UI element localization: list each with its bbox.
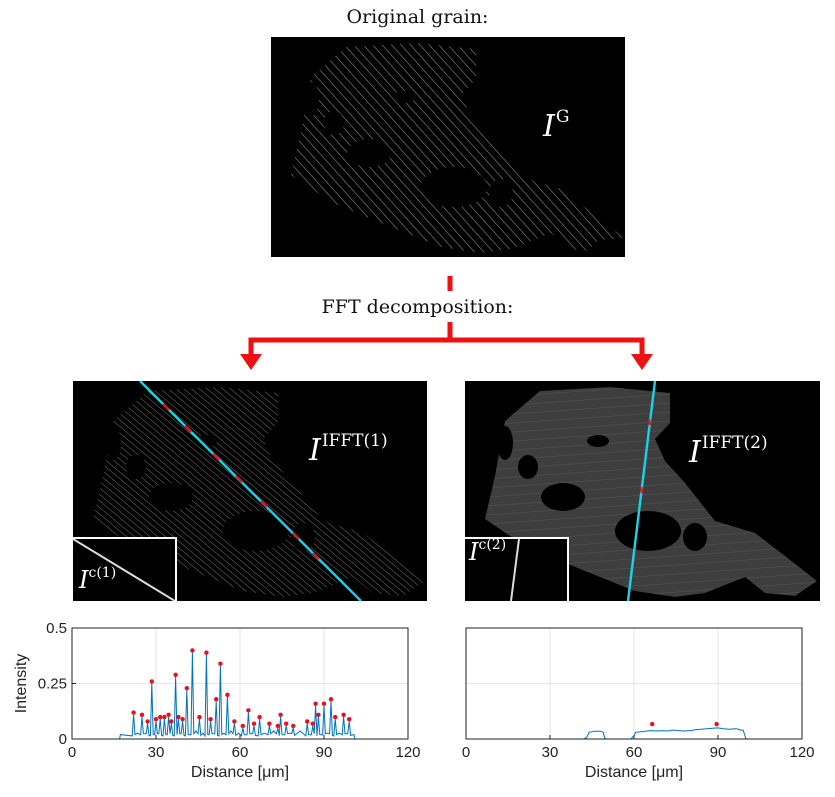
- axes-frame: [71, 627, 409, 740]
- arrow-right-head: [631, 354, 653, 370]
- peak-marker: [341, 712, 346, 717]
- x-axis-label: Distance [μm]: [191, 764, 289, 781]
- x-tick-label: 120: [395, 744, 420, 761]
- ifft1-image-label: IIFFT(1): [309, 431, 388, 468]
- peak-marker: [316, 712, 321, 717]
- decomposition-arrows: [240, 276, 653, 370]
- peak-marker: [225, 692, 230, 698]
- peak-marker: [246, 708, 251, 713]
- x-tick-label: 60: [232, 744, 249, 761]
- peak-marker: [333, 714, 338, 720]
- peak-marker: [305, 719, 310, 724]
- intensity-profile-chart-2: 0 30 60 90 120 Distance [μm]: [462, 627, 815, 781]
- peak-marker: [267, 721, 272, 726]
- c2-inset: Ic(2): [465, 537, 569, 601]
- peak-marker: [204, 650, 209, 655]
- original-grain-title: Original grain:: [346, 6, 489, 28]
- peak-marker: [162, 714, 167, 720]
- peak-marker: [180, 717, 185, 722]
- x-tick-label: 120: [789, 744, 814, 761]
- intensity-profile-chart-1: 0 30 60 90 120 0 0.25 0.5 Distance [μm] Intensity: [13, 620, 421, 781]
- peak-marker: [139, 712, 145, 717]
- peak-marker: [650, 721, 655, 727]
- peak-marker: [321, 701, 327, 706]
- peak-marker: [153, 717, 159, 722]
- peak-marker: [714, 721, 719, 727]
- x-tick-label: 60: [626, 744, 643, 761]
- arrow-split-line: [248, 337, 645, 355]
- c1-inset-line: [73, 539, 175, 601]
- peak-marker: [313, 701, 318, 706]
- peak-marker: [158, 714, 163, 720]
- peak-marker: [208, 717, 213, 722]
- peak-marker: [328, 697, 334, 702]
- y-axis-label: Intensity: [13, 654, 30, 714]
- original-grain-image: IG: [271, 37, 625, 257]
- ifft1-scan-peaks: [162, 403, 320, 560]
- ifft1-scan-line: [139, 381, 362, 601]
- c2-inset-label: Ic(2): [469, 537, 507, 566]
- grain-image-label: IG: [543, 107, 570, 144]
- x-tick-label: 0: [68, 744, 76, 761]
- x-axis-label: Distance [μm]: [585, 764, 683, 781]
- ifft2-scan-peaks: [639, 418, 652, 494]
- arrow-left-head: [240, 354, 262, 370]
- ifft1-image: IIFFT(1) Ic(1): [73, 381, 427, 601]
- peak-marker: [190, 648, 195, 653]
- x-tick-label: 30: [148, 744, 165, 761]
- peak-marker: [251, 721, 257, 726]
- axes-frame: [465, 627, 803, 740]
- peak-marker: [257, 714, 262, 720]
- profile-line: [466, 727, 802, 740]
- peak-marker: [218, 661, 223, 666]
- peak-marker: [232, 719, 237, 724]
- peak-marker: [184, 685, 189, 691]
- y-tick-label: 0: [59, 731, 67, 748]
- y-tick-label: 0.25: [38, 676, 67, 693]
- peak-marker: [176, 714, 181, 720]
- peak-marker: [197, 714, 202, 720]
- peak-marker: [173, 672, 178, 678]
- peak-marker: [275, 723, 280, 729]
- grain-texture: [291, 43, 625, 257]
- fft-decomposition-title: FFT decomposition:: [321, 296, 514, 318]
- x-tick-label: 30: [542, 744, 559, 761]
- profile-line: [72, 652, 408, 740]
- peak-marker: [214, 697, 219, 702]
- y-tick-label: 0.5: [46, 620, 67, 637]
- peak-marker: [347, 717, 352, 722]
- c1-inset-label: Ic(1): [79, 565, 117, 594]
- x-tick-label: 90: [710, 744, 727, 761]
- x-tick-label: 0: [462, 744, 470, 761]
- peak-marker: [145, 719, 150, 724]
- peak-marker: [310, 721, 315, 726]
- peak-marker: [166, 712, 171, 717]
- c1-inset: Ic(1): [73, 537, 177, 601]
- peak-marker: [169, 719, 174, 724]
- c2-inset-line: [510, 539, 520, 601]
- ifft2-image-label: IIFFT(2): [689, 433, 768, 470]
- peak-marker: [149, 679, 154, 684]
- peak-marker: [284, 721, 289, 726]
- x-tick-label: 90: [316, 744, 333, 761]
- peak-marker: [240, 723, 245, 729]
- ifft2-image: IIFFT(2) Ic(2): [465, 381, 820, 601]
- peak-marker: [131, 710, 136, 715]
- peak-marker: [291, 723, 296, 729]
- peak-marker: [278, 712, 283, 717]
